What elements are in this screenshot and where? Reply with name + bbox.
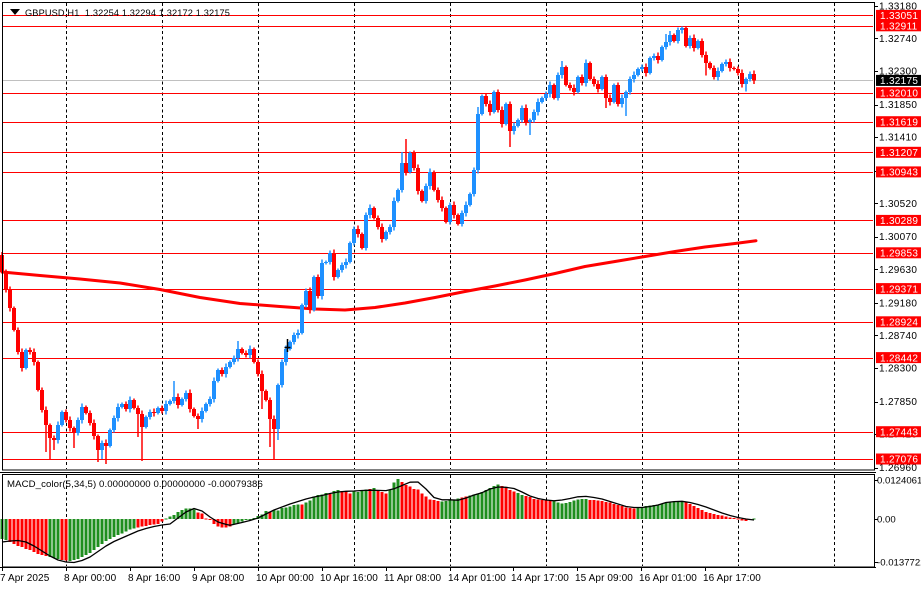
svg-text:1.28740: 1.28740 bbox=[879, 331, 917, 342]
svg-text:15 Apr 09:00: 15 Apr 09:00 bbox=[575, 573, 633, 584]
svg-text:1.29180: 1.29180 bbox=[879, 298, 917, 309]
svg-text:1.28442: 1.28442 bbox=[880, 353, 918, 364]
svg-text:GBPUSD,H1 1.32254 1.32294 1.3: GBPUSD,H1 1.32254 1.32294 1.32172 1.3217… bbox=[25, 8, 230, 18]
svg-text:7 Apr 2025: 7 Apr 2025 bbox=[0, 573, 50, 584]
svg-text:1.29853: 1.29853 bbox=[880, 249, 918, 260]
svg-text:1.31207: 1.31207 bbox=[880, 148, 918, 159]
svg-text:1.30070: 1.30070 bbox=[879, 232, 917, 243]
svg-text:1.27076: 1.27076 bbox=[880, 455, 918, 466]
svg-text:10 Apr 00:00: 10 Apr 00:00 bbox=[256, 573, 314, 584]
svg-text:1.32300: 1.32300 bbox=[879, 67, 917, 78]
svg-text:1.27850: 1.27850 bbox=[879, 397, 917, 408]
svg-text:1.29371: 1.29371 bbox=[880, 284, 918, 295]
svg-text:1.31619: 1.31619 bbox=[880, 117, 918, 128]
svg-text:8 Apr 00:00: 8 Apr 00:00 bbox=[64, 573, 117, 584]
svg-text:1.26960: 1.26960 bbox=[879, 463, 917, 474]
svg-text:1.30520: 1.30520 bbox=[879, 199, 917, 210]
svg-text:1.31850: 1.31850 bbox=[879, 100, 917, 111]
svg-text:10 Apr 16:00: 10 Apr 16:00 bbox=[320, 573, 378, 584]
svg-text:1.27443: 1.27443 bbox=[880, 427, 918, 438]
svg-text:14 Apr 01:00: 14 Apr 01:00 bbox=[448, 573, 506, 584]
svg-text:-0.0137722: -0.0137722 bbox=[877, 558, 921, 569]
svg-text:MACD_color(5,34,5) 0.00000000: MACD_color(5,34,5) 0.00000000 0.00000000… bbox=[7, 479, 263, 490]
svg-text:16 Apr 17:00: 16 Apr 17:00 bbox=[703, 573, 761, 584]
svg-text:1.32740: 1.32740 bbox=[879, 34, 917, 45]
svg-text:0.0124061: 0.0124061 bbox=[877, 476, 921, 487]
svg-text:14 Apr 17:00: 14 Apr 17:00 bbox=[511, 573, 569, 584]
svg-text:11 Apr 08:00: 11 Apr 08:00 bbox=[384, 573, 442, 584]
svg-text:1.30943: 1.30943 bbox=[880, 168, 918, 179]
svg-text:1.28300: 1.28300 bbox=[879, 364, 917, 375]
svg-text:0.00: 0.00 bbox=[877, 515, 896, 526]
svg-text:1.33180: 1.33180 bbox=[879, 1, 917, 12]
svg-text:1.29630: 1.29630 bbox=[879, 265, 917, 276]
svg-text:8 Apr 16:00: 8 Apr 16:00 bbox=[128, 573, 181, 584]
svg-text:16 Apr 01:00: 16 Apr 01:00 bbox=[639, 573, 697, 584]
svg-text:9 Apr 08:00: 9 Apr 08:00 bbox=[192, 573, 245, 584]
svg-text:1.30289: 1.30289 bbox=[880, 216, 918, 227]
svg-text:1.28924: 1.28924 bbox=[880, 318, 918, 329]
svg-text:1.32010: 1.32010 bbox=[880, 88, 918, 99]
svg-text:1.32175: 1.32175 bbox=[880, 76, 918, 87]
svg-text:1.33051: 1.33051 bbox=[880, 11, 918, 22]
svg-text:1.32911: 1.32911 bbox=[880, 22, 918, 33]
svg-text:1.31410: 1.31410 bbox=[879, 133, 917, 144]
